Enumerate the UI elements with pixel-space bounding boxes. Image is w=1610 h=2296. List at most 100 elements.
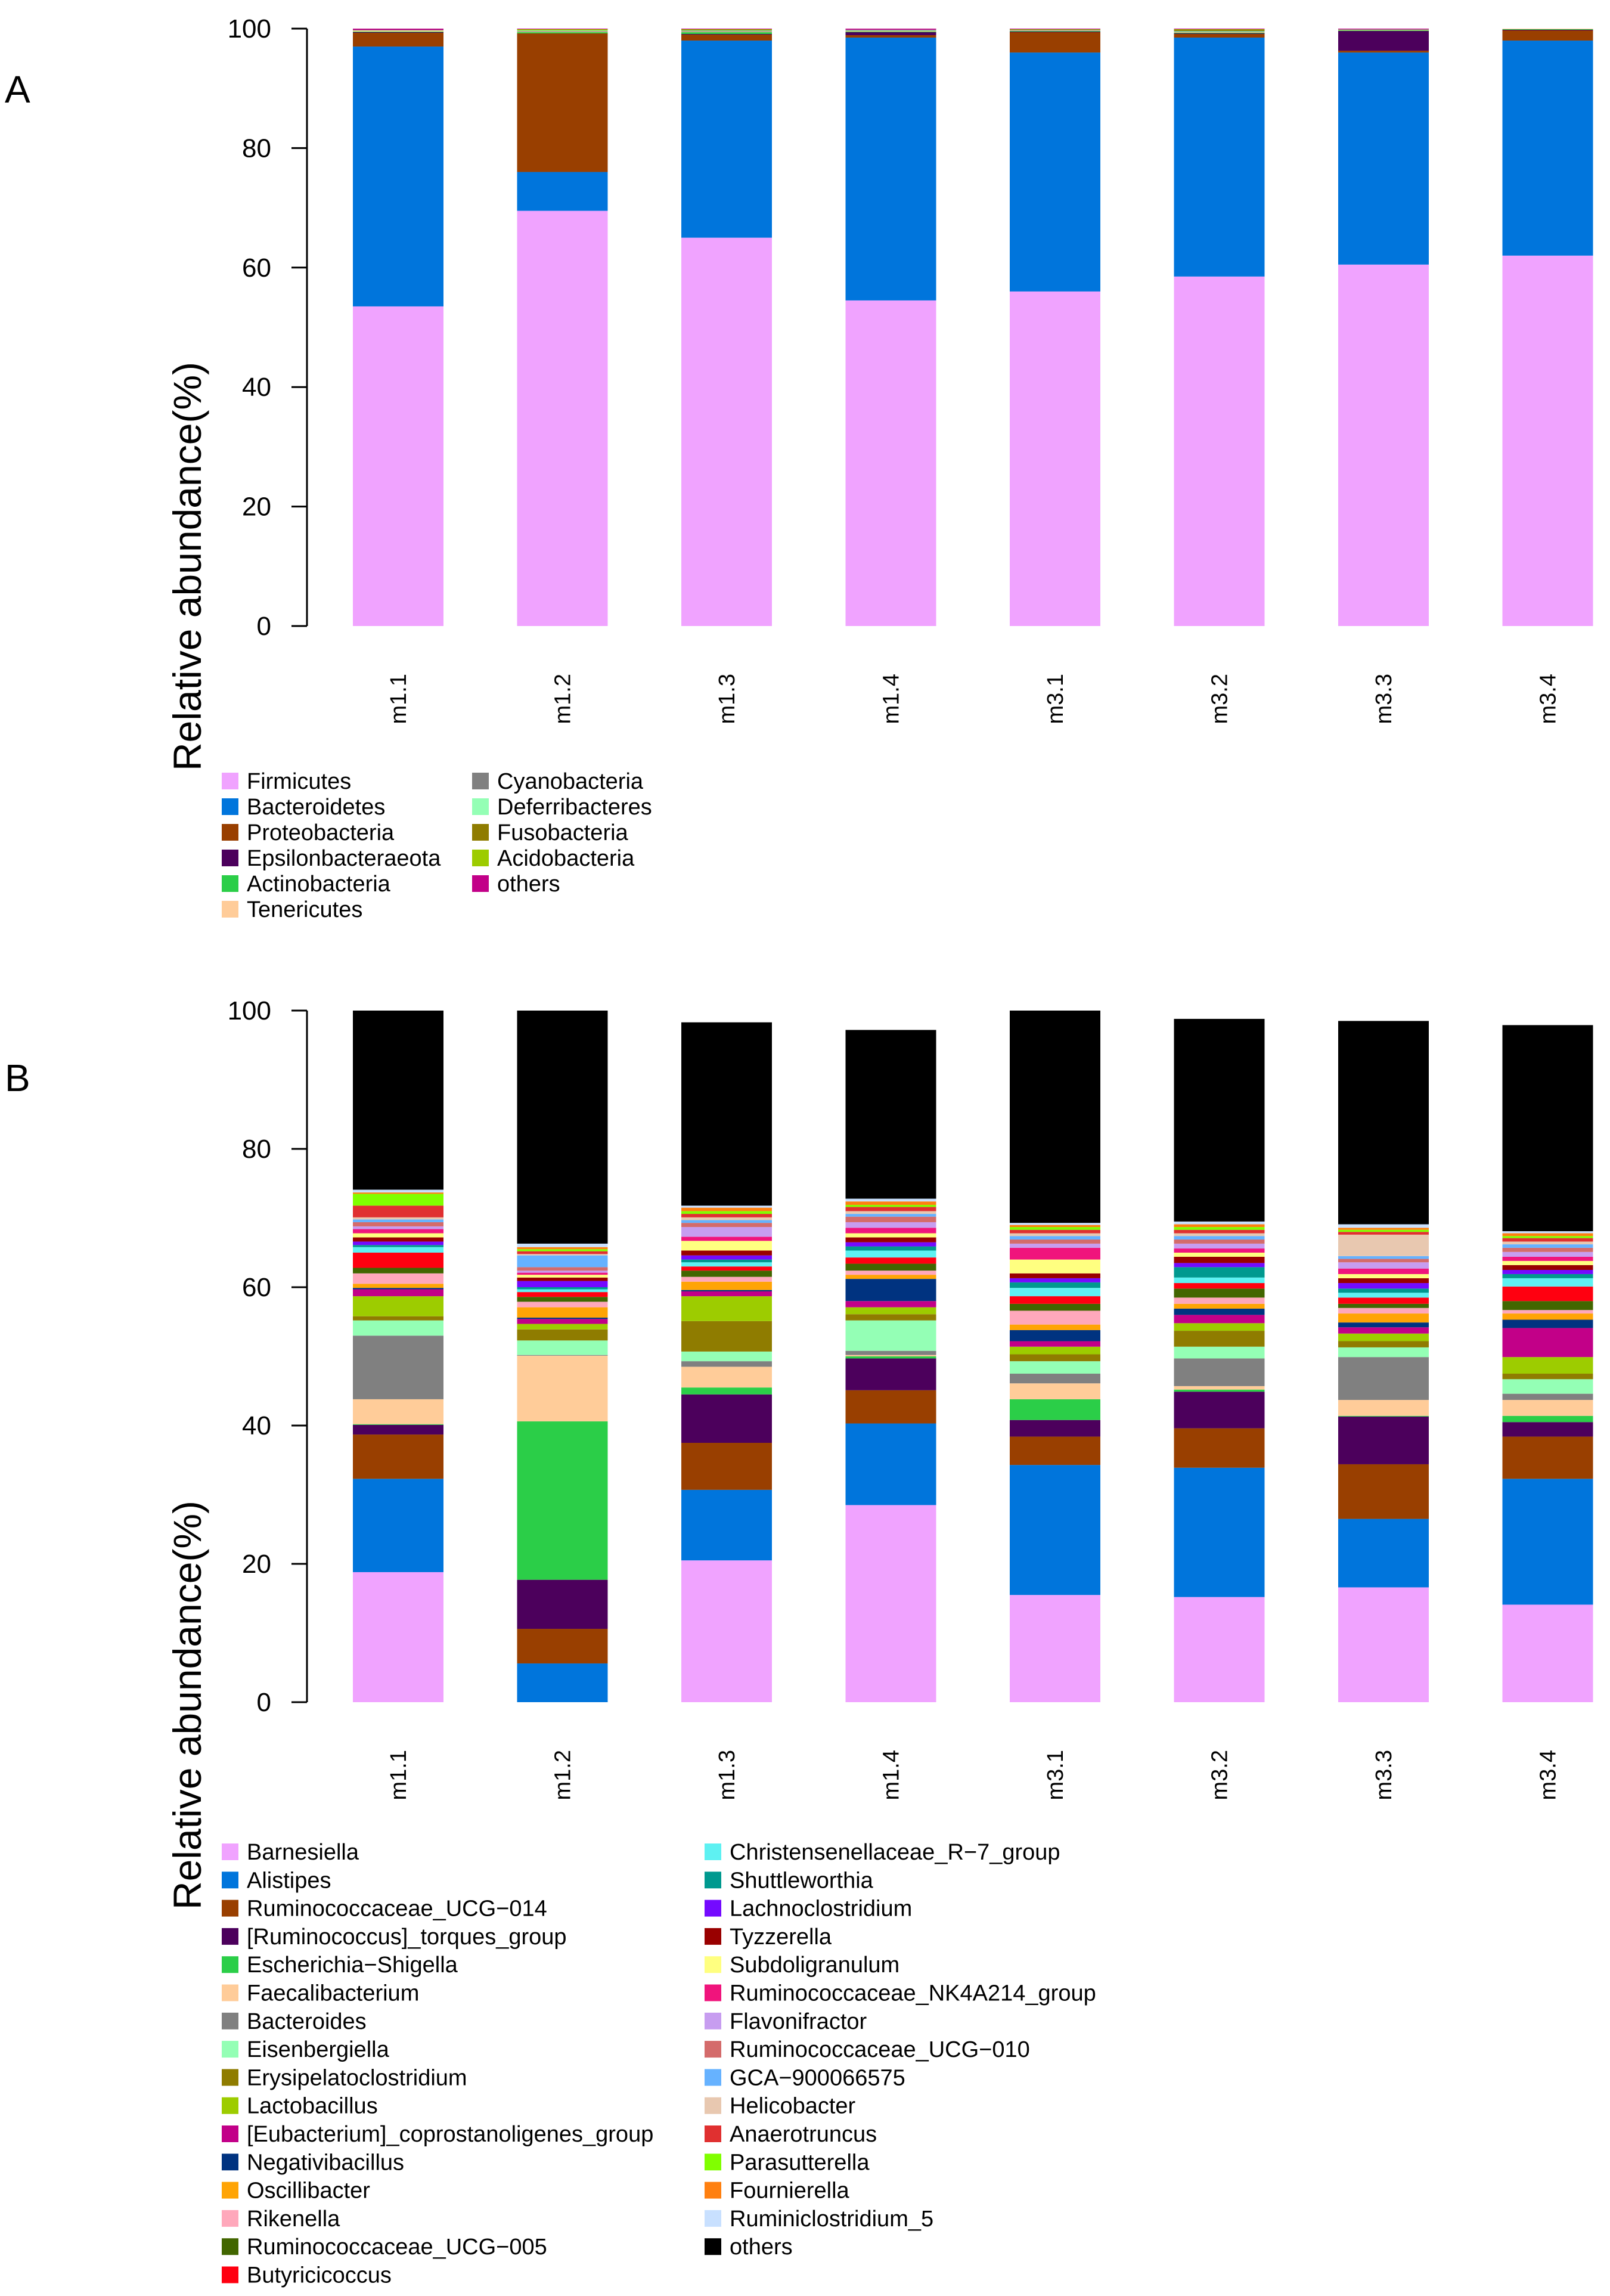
panel-b-bar-segment-anaerotruncus-m1-3 <box>681 1214 772 1217</box>
panel-b-bar-segment-lactobacillus-m1-2 <box>517 1324 608 1330</box>
panel-a-bar-segment-actinobacteria-m3-4 <box>1502 29 1593 30</box>
panel-b-legend-swatch <box>705 2125 721 2142</box>
panel-b-bar-segment-butyricicoccus-m1-3 <box>681 1266 772 1271</box>
panel-b-bar-segment-subdoligranulum-m3-3 <box>1338 1274 1429 1278</box>
panel-b-bar-segment-flavonifractor-m1-3 <box>681 1227 772 1237</box>
panel-a-bar-segment-proteobacteria-m3-4 <box>1502 30 1593 41</box>
panel-b-legend-label: [Eubacterium]_coprostanoligenes_group <box>247 2122 653 2147</box>
panel-b-bar-segment-alistipes-m1-2 <box>517 1663 608 1702</box>
panel-a-x-tick-label: m1.4 <box>879 674 904 724</box>
panel-a-bar-segment-acidobacteria-m3-1 <box>1010 29 1100 30</box>
panel-b-bar-segment-ruminococcaceae-ucg-014-m1-1 <box>353 1434 443 1479</box>
panel-b-bar-segment-escherichia-shigella-m3-3 <box>1338 1415 1429 1417</box>
panel-a-bar-segment-epsilonbacteraeota-m1-1 <box>353 32 443 33</box>
panel-b-legend-swatch <box>222 1956 238 1973</box>
panel-a-y-axis-label: Relative abundance(%) <box>165 362 209 771</box>
panel-b-legend-label: Ruminiclostridium_5 <box>730 2207 933 2232</box>
panel-b-bar-segment-flavonifractor-m3-3 <box>1338 1262 1429 1269</box>
panel-b-legend-label: Tyzzerella <box>730 1925 832 1950</box>
panel-a-legend-label: Bacteroidetes <box>247 795 385 820</box>
panel-b-legend-label: Butyricicoccus <box>247 2263 392 2288</box>
panel-b-bar-segment-gca-900066575-m1-4 <box>845 1214 936 1217</box>
panel-b-bar-segment-fournierella-m3-1 <box>1010 1225 1100 1228</box>
panel-b-bar-segment-alistipes-m3-1 <box>1010 1465 1100 1595</box>
panel-a-bar-segment-tenericutes-m1-1 <box>353 30 443 32</box>
panel-a-bar-segment-actinobacteria-m3-3 <box>1338 30 1429 32</box>
panel-a-legend-swatch <box>222 875 238 892</box>
panel-b-bar-segment-faecalibacterium-m3-1 <box>1010 1383 1100 1399</box>
panel-b-legend-swatch <box>222 2125 238 2142</box>
panel-b-legend-swatch <box>705 2012 721 2029</box>
panel-b-bar-segment-tyzzerella-m3-4 <box>1502 1265 1593 1270</box>
panel-a-legend-swatch <box>222 850 238 866</box>
panel-b-bar-segment-butyricicoccus-m1-1 <box>353 1253 443 1268</box>
panel-b-bar-segment-helicobacter-m1-4 <box>845 1211 936 1214</box>
panel-b-legend-label: Erysipelatoclostridium <box>247 2065 467 2090</box>
panel-b-bar-segment-bacteroides-m3-1 <box>1010 1374 1100 1384</box>
panel-b-bar-segment-anaerotruncus-m1-1 <box>353 1206 443 1217</box>
panel-b-bar-segment-faecalibacterium-m3-2 <box>1174 1386 1265 1390</box>
panel-b-bar-segment-butyricicoccus-m3-3 <box>1338 1297 1429 1304</box>
panel-b-legend-label: Fournierella <box>730 2179 850 2204</box>
panel-a-x-tick-label: m3.2 <box>1208 674 1233 724</box>
panel-b-bar-segment-fournierella-m1-4 <box>845 1201 936 1205</box>
panel-a-bar-segment-cyanobacteria-m3-3 <box>1338 29 1429 30</box>
panel-b-bar-segment-erysipelatoclostridium-m3-1 <box>1010 1354 1100 1362</box>
panel-b-bar-segment-helicobacter-m3-2 <box>1174 1233 1265 1237</box>
panel-b-bar-segment-gca-900066575-m1-1 <box>353 1219 443 1222</box>
panel-b-bar-segment-barnesiella-m3-1 <box>1010 1595 1100 1702</box>
panel-a-bar-segment-firmicutes-m3-2 <box>1174 276 1265 627</box>
panel-a-legend-label: Fusobacteria <box>497 820 629 845</box>
panel-a-x-tick-label: m1.1 <box>386 674 411 724</box>
panel-b-legend-swatch <box>222 2041 238 2058</box>
panel-b-bar-segment-subdoligranulum-m3-1 <box>1010 1259 1100 1274</box>
panel-b-bar-segment-christensenellaceae-r-7-group-m3-2 <box>1174 1277 1265 1284</box>
panel-b-bar-segment-eisenbergiella-m3-4 <box>1502 1379 1593 1394</box>
panel-b-legend-label: Ruminococcaceae_UCG−005 <box>247 2235 547 2260</box>
panel-b-bar-segment-gca-900066575-m3-3 <box>1338 1256 1429 1259</box>
panel-b-bar-segment-butyricicoccus-m3-2 <box>1174 1283 1265 1289</box>
panel-b-bar-segment-escherichia-shigella-m1-1 <box>353 1424 443 1425</box>
panel-b-legend: Barnesiella Alistipes Ruminococcaceae_UCG−… <box>222 1840 1096 2288</box>
panel-b-bar-segment-barnesiella-m1-4 <box>845 1505 936 1702</box>
panel-b-bar-segment-eubacterium-coprostanoligenes-group-m1-3 <box>681 1291 772 1297</box>
panel-b-bar-segment-ruminococcaceae-ucg-010-m3-4 <box>1502 1247 1593 1252</box>
panel-b-bar-segment-parasutterella-m3-2 <box>1174 1227 1265 1230</box>
panel-a-bar-segment-bacteroidetes-m3-3 <box>1338 52 1429 265</box>
panel-b-legend-swatch <box>705 2182 721 2199</box>
panel-a-bar-segment-cyanobacteria-m1-3 <box>681 31 772 32</box>
panel-b-bar-segment-barnesiella-m1-1 <box>353 1572 443 1702</box>
panel-b-bar-segment-ruminococcus-torques-group-m1-3 <box>681 1394 772 1443</box>
panel-b-bar-segment-eubacterium-coprostanoligenes-group-m3-1 <box>1010 1341 1100 1347</box>
panel-a-bar-segment-actinobacteria-m1-3 <box>681 32 772 35</box>
panel-b-legend-swatch <box>705 2238 721 2255</box>
panel-a-bar-segment-actinobacteria-m3-1 <box>1010 31 1100 32</box>
panel-b-legend-label: Lactobacillus <box>247 2094 378 2119</box>
panel-b-bar-segment-gca-900066575-m1-2 <box>517 1255 608 1268</box>
panel-b-bar-segment-ruminococcus-torques-group-m3-2 <box>1174 1392 1265 1429</box>
panel-b-bar-segment-ruminococcaceae-ucg-010-m3-2 <box>1174 1239 1265 1244</box>
panel-a-bar-segment-bacteroidetes-m1-4 <box>845 38 936 300</box>
panel-b-bar-segment-lachnoclostridium-m1-3 <box>681 1255 772 1260</box>
panel-b-bar-segment-lachnoclostridium-m3-2 <box>1174 1263 1265 1268</box>
panel-b-bar-segment-anaerotruncus-m3-2 <box>1174 1229 1265 1234</box>
panel-b-bar-segment-oscillibacter-m1-4 <box>845 1275 936 1279</box>
panel-b-bar-segment-negativibacillus-m3-2 <box>1174 1308 1265 1315</box>
panel-b-bar-segment-erysipelatoclostridium-m1-2 <box>517 1329 608 1341</box>
panel-b-bar-segment-subdoligranulum-m1-3 <box>681 1241 772 1251</box>
panel-b-bar-segment-shuttleworthia-m1-3 <box>681 1259 772 1263</box>
panel-b-bar-segment-shuttleworthia-m3-2 <box>1174 1267 1265 1278</box>
panel-a-bar-segment-bacteroidetes-m3-4 <box>1502 41 1593 256</box>
panel-a-y-tick-label: 40 <box>242 373 271 402</box>
panel-b-bar-segment-faecalibacterium-m3-3 <box>1338 1400 1429 1416</box>
panel-b-bar-segment-oscillibacter-m1-1 <box>353 1284 443 1288</box>
panel-b-bar-segment-subdoligranulum-m1-4 <box>845 1233 936 1238</box>
panel-b-legend-swatch <box>222 2266 238 2283</box>
panel-b-bar-segment-christensenellaceae-r-7-group-m3-3 <box>1338 1293 1429 1298</box>
panel-b-legend-label: Shuttleworthia <box>730 1868 874 1893</box>
panel-b-bar-segment-ruminococcaceae-ucg-005-m1-1 <box>353 1268 443 1274</box>
panel-b-bar-segment-bacteroides-m3-2 <box>1174 1358 1265 1386</box>
panel-b-bar-segment-eisenbergiella-m1-2 <box>517 1340 608 1355</box>
panel-b-legend-swatch <box>705 1843 721 1860</box>
panel-b-x-tick-label: m3.1 <box>1043 1750 1068 1800</box>
